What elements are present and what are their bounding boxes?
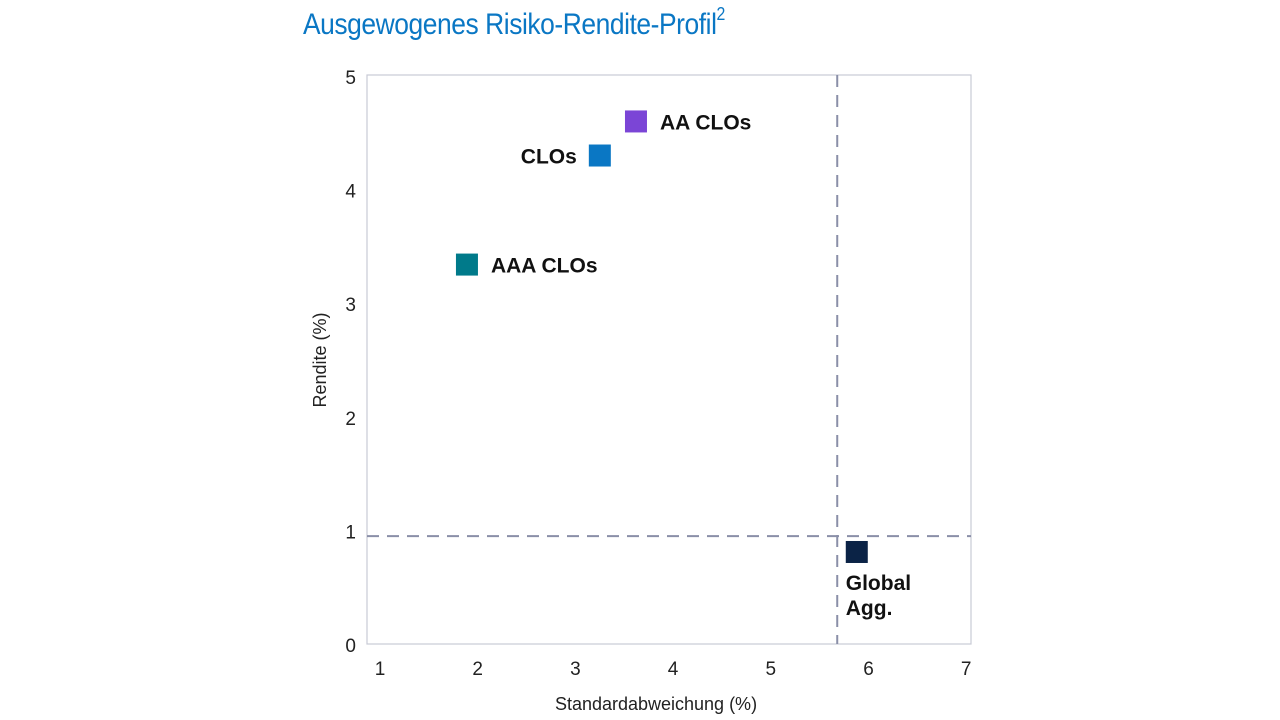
x-tick-label: 2 (472, 659, 483, 680)
x-axis-label: Standardabweichung (%) (555, 694, 757, 714)
y-tick-label: 3 (345, 295, 356, 316)
y-tick-label: 0 (345, 636, 356, 657)
x-tick-label: 3 (570, 659, 581, 680)
point-label: AA CLOs (660, 111, 751, 134)
x-tick-label: 4 (668, 659, 679, 680)
y-tick-label: 4 (345, 182, 356, 203)
plot-area (366, 74, 972, 645)
point-label-line: Global (846, 572, 911, 595)
y-tick-label: 1 (345, 522, 356, 543)
point-label: AAA CLOs (491, 255, 598, 278)
chart-title: Ausgewogenes Risiko-Rendite-Profil2 (303, 4, 725, 42)
point-label-line: Agg. (846, 597, 893, 620)
data-point (845, 540, 868, 563)
x-tick-label: 1 (375, 659, 386, 680)
y-tick-label: 2 (345, 409, 356, 430)
point-label: Global Agg. (846, 572, 911, 620)
data-point (588, 144, 611, 167)
x-tick-label: 7 (961, 659, 972, 680)
y-tick-label: 5 (345, 68, 356, 89)
y-axis-label: Rendite (%) (310, 312, 330, 407)
chart-title-text: Ausgewogenes Risiko-Rendite-Profil (303, 8, 717, 41)
point-label: CLOs (521, 146, 577, 169)
x-tick-label: 5 (766, 659, 777, 680)
data-point (455, 253, 478, 276)
data-point (624, 110, 647, 133)
x-tick-label: 6 (863, 659, 874, 680)
title-footnote: 2 (716, 4, 726, 24)
